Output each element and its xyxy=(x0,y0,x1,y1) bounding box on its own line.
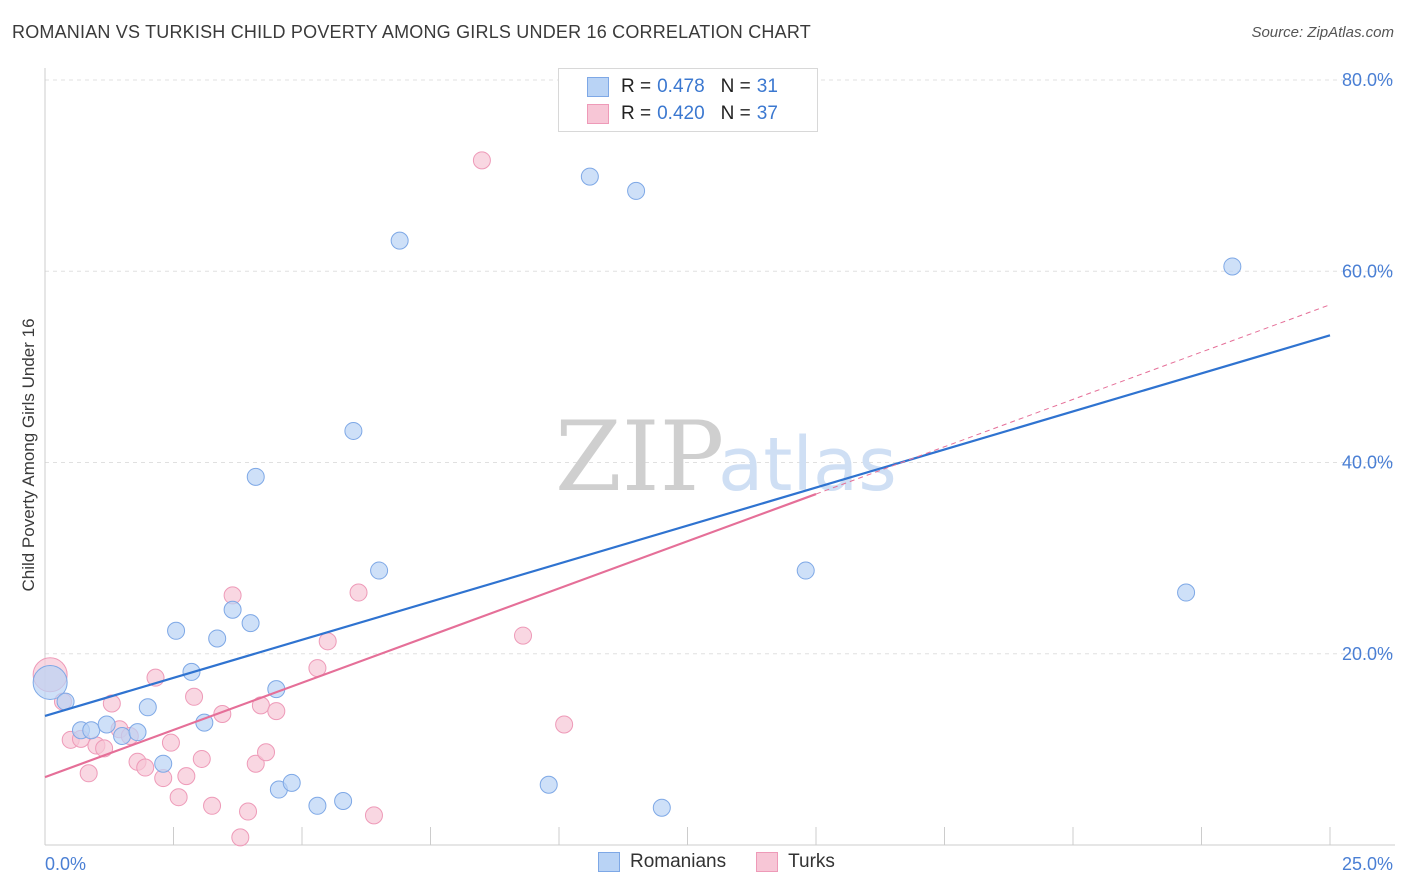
romanian-point xyxy=(580,167,599,186)
legend-swatch-romanians xyxy=(587,77,609,97)
y-axis-label: Child Poverty Among Girls Under 16 xyxy=(19,318,38,591)
legend-row-romanians: R = 0.478 N = 31 xyxy=(587,75,778,99)
romanian-point xyxy=(128,723,147,742)
turk-point xyxy=(267,702,286,721)
romanian-point xyxy=(154,754,173,773)
bottom-legend-label-turks: Turks xyxy=(788,851,835,872)
romanian-point xyxy=(370,561,389,580)
legend-r-label: R = xyxy=(621,76,652,97)
romanian-point xyxy=(113,726,132,745)
grid-lines xyxy=(45,79,1395,655)
turk-point xyxy=(185,687,204,706)
romanian-point xyxy=(241,614,260,633)
romanian-point xyxy=(652,798,671,817)
legend-n-label: N = xyxy=(720,76,751,97)
turk-point xyxy=(257,743,276,762)
turk-point xyxy=(161,733,180,752)
chart-title: ROMANIAN VS TURKISH CHILD POVERTY AMONG … xyxy=(12,22,811,42)
watermark: ZIP atlas xyxy=(555,401,897,513)
turk-point xyxy=(203,796,222,815)
turk-point xyxy=(231,828,250,847)
turk-point xyxy=(192,749,211,768)
turk-point xyxy=(246,754,265,773)
x-tick-label: 25.0% xyxy=(1342,854,1393,874)
romanian-point xyxy=(308,796,327,815)
romanian-point xyxy=(167,621,186,640)
watermark-zip: ZIP xyxy=(555,401,724,513)
legend-row-turks: R = 0.420 N = 37 xyxy=(587,102,778,126)
turk-point xyxy=(318,632,337,651)
romanian-point xyxy=(1177,583,1196,602)
legend-n-label: N = xyxy=(720,103,751,124)
turk-point xyxy=(95,739,114,758)
bottom-legend-swatch-romanians xyxy=(598,852,620,872)
turk-point xyxy=(177,767,196,786)
y-tick-label: 60.0% xyxy=(1342,261,1393,281)
romanian-point xyxy=(539,775,558,794)
bottom-legend-romanians: Romanians xyxy=(598,851,726,873)
romanian-point xyxy=(627,181,646,200)
romanian-point xyxy=(282,773,301,792)
data-points xyxy=(32,151,1242,847)
turk-point xyxy=(514,626,533,645)
legend-r-label: R = xyxy=(621,103,652,124)
y-tick-label: 80.0% xyxy=(1342,70,1393,90)
source-label: Source: ZipAtlas.com xyxy=(1251,24,1394,41)
y-tick-label: 20.0% xyxy=(1342,644,1393,664)
legend-r-value: 0.478 xyxy=(657,76,705,97)
turk-point xyxy=(472,151,491,170)
turk-point xyxy=(169,788,188,807)
turks-trend-line xyxy=(44,493,817,779)
romanian-point xyxy=(390,231,409,250)
turk-point xyxy=(555,715,574,734)
romanian-point xyxy=(208,629,227,648)
romanian-point xyxy=(97,715,116,734)
romanian-point xyxy=(82,721,101,740)
romanians-trend-line xyxy=(44,334,1331,717)
x-tick-label: 0.0% xyxy=(45,854,86,874)
romanian-point xyxy=(32,664,68,700)
bottom-legend-turks: Turks xyxy=(756,851,835,873)
turk-point xyxy=(239,802,258,821)
turks-trend-extension xyxy=(815,304,1331,495)
romanian-point xyxy=(334,792,353,811)
romanian-point xyxy=(1223,257,1242,276)
turk-point xyxy=(79,764,98,783)
turk-point xyxy=(136,758,155,777)
legend-n-value: 37 xyxy=(756,103,778,124)
y-tick-label: 40.0% xyxy=(1342,453,1393,473)
romanian-point xyxy=(246,467,265,486)
legend-swatch-turks xyxy=(587,104,609,124)
tick-labels: 20.0% 40.0% 60.0% 80.0% 0.0% 25.0% xyxy=(45,70,1393,874)
legend-r-value: 0.420 xyxy=(657,103,705,124)
romanian-point xyxy=(138,698,157,717)
watermark-atlas: atlas xyxy=(718,422,897,508)
legend-n-value: 31 xyxy=(756,76,778,97)
turk-point xyxy=(349,583,368,602)
romanian-point xyxy=(344,421,363,440)
legend: R = 0.478 N = 31 R = 0.420 N = 37 xyxy=(558,68,818,132)
bottom-legend-label-romanians: Romanians xyxy=(630,851,727,872)
romanian-point xyxy=(223,600,242,619)
turk-point xyxy=(364,806,383,825)
trend-lines xyxy=(44,304,1331,779)
romanian-point xyxy=(796,561,815,580)
bottom-legend: Romanians Turks xyxy=(598,851,865,873)
bottom-legend-swatch-turks xyxy=(756,852,779,872)
